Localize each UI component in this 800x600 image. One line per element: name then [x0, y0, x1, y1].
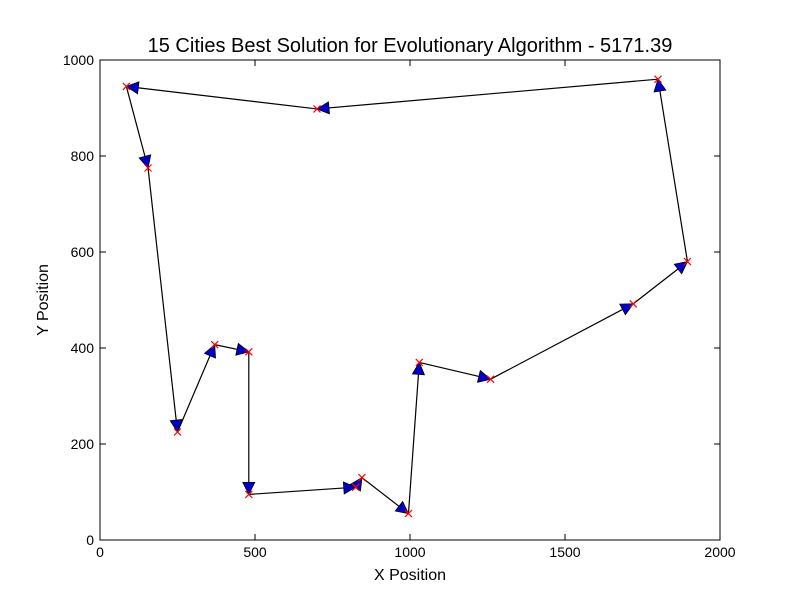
route-segment: [125, 86, 149, 169]
city-marker: [629, 299, 638, 308]
route-segment: [126, 85, 318, 110]
route-arrowhead: [242, 481, 256, 496]
city-marker: [244, 490, 253, 499]
y-tick-label: 1000: [63, 52, 94, 68]
city-marker: [313, 105, 321, 113]
route-segment: [248, 486, 356, 495]
y-tick-label: 200: [71, 436, 95, 452]
x-tick-label: 500: [243, 544, 267, 560]
city-marker: [654, 75, 662, 84]
y-tick-label: 600: [71, 244, 95, 260]
x-tick-label: 1500: [549, 544, 580, 560]
route-arrowhead: [235, 342, 250, 356]
city-marker: [486, 375, 495, 384]
route-segment: [407, 362, 420, 514]
route-arrowhead: [316, 101, 330, 115]
city-marker: [244, 347, 253, 356]
x-tick-label: 2000: [704, 544, 735, 560]
route-arrowhead: [342, 481, 357, 495]
route-arrowhead: [411, 361, 426, 376]
route-arrowhead: [203, 343, 216, 359]
city-marker: [358, 473, 366, 482]
route-segment: [176, 344, 216, 433]
plot-frame: [99, 59, 721, 541]
x-tick-label: 0: [96, 544, 104, 560]
route-arrowhead: [477, 369, 492, 383]
city-marker: [144, 164, 152, 172]
city-marker: [415, 358, 424, 367]
route-segment: [657, 79, 689, 262]
route-segment: [147, 167, 179, 433]
route-segment: [316, 78, 659, 110]
y-tick-label: 400: [71, 340, 95, 356]
city-marker: [404, 509, 413, 518]
route-arrowhead: [653, 78, 667, 93]
city-marker: [122, 82, 131, 91]
route-segment: [490, 303, 634, 380]
route-arrowhead: [138, 154, 152, 169]
x-tick-label: 1000: [394, 544, 425, 560]
city-marker: [210, 340, 219, 349]
route-arrowhead: [125, 81, 140, 95]
city-marker: [683, 257, 692, 266]
city-marker: [351, 483, 360, 492]
y-tick-label: 0: [86, 532, 94, 548]
chart-title: 15 Cities Best Solution for Evolutionary…: [148, 35, 673, 57]
x-axis-label: X Position: [374, 567, 446, 584]
plot-area: [122, 75, 692, 518]
city-marker: [173, 428, 182, 436]
y-tick-label: 800: [71, 148, 95, 164]
axis-ticks: 0 500 1000 1500 2000 0 200 400 600 800 1000: [63, 52, 736, 560]
y-axis-label: Y Position: [35, 264, 52, 336]
